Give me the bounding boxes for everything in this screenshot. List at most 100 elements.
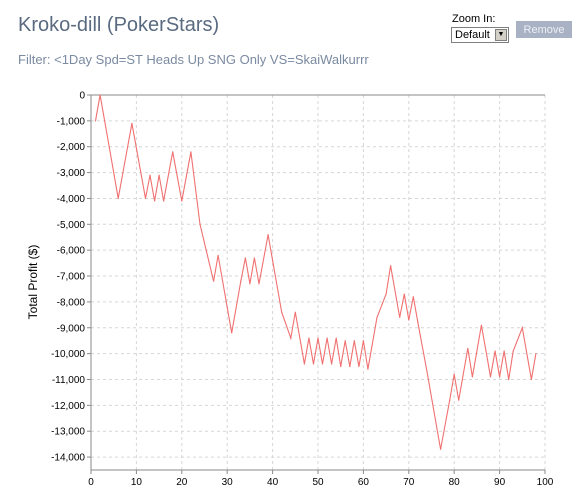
y-tick-label: -1,000 (57, 116, 86, 127)
y-tick-label: 0 (79, 91, 85, 102)
profit-data-point (353, 340, 355, 342)
profit-data-point (231, 332, 233, 334)
y-tick-label: -2,000 (57, 142, 86, 153)
chevron-down-icon[interactable]: ▼ (495, 29, 507, 41)
y-tick-label: -12,000 (51, 401, 85, 412)
filter-description: Filter: <1Day Spd=ST Heads Up SNG Only V… (18, 52, 369, 67)
x-tick-label: 30 (222, 477, 234, 488)
profit-data-point (326, 337, 328, 339)
profit-data-point (181, 200, 183, 202)
y-axis-label: Total Profit ($) (26, 245, 40, 320)
profit-data-point (385, 293, 387, 295)
profit-data-point (390, 265, 392, 267)
profit-data-point (308, 337, 310, 339)
x-tick-label: 0 (88, 477, 94, 488)
y-tick-label: -14,000 (51, 453, 85, 464)
y-tick-label: -8,000 (57, 297, 86, 308)
y-tick-label: -5,000 (57, 220, 86, 231)
profit-data-point (131, 122, 133, 125)
profit-data-point (358, 365, 360, 368)
profit-data-point (412, 296, 414, 298)
series-group (94, 94, 537, 450)
x-tick-label: 60 (358, 477, 370, 488)
page-title: Kroko-dill (PokerStars) (18, 14, 220, 36)
y-tick-label: -4,000 (57, 194, 86, 205)
profit-data-point (172, 151, 174, 153)
x-tick-label: 90 (494, 477, 506, 488)
profit-data-point (94, 120, 97, 122)
profit-data-point (521, 327, 523, 329)
profit-data-point (467, 347, 469, 350)
profit-data-point (303, 363, 305, 365)
profit-data-point (117, 197, 119, 200)
x-tick-label: 10 (131, 477, 143, 488)
profit-data-point (485, 350, 487, 352)
profit-data-point (449, 399, 451, 401)
x-axis-ticks: 0 10 20 30 40 50 60 70 80 90 100 (88, 470, 554, 488)
profit-data-point (376, 316, 378, 319)
x-tick-label: 70 (403, 477, 415, 488)
profit-data-point (158, 174, 160, 176)
y-tick-label: -10,000 (51, 349, 85, 360)
profit-data-point (535, 353, 537, 355)
profit-data-point (471, 376, 473, 378)
profit-data-point (408, 319, 410, 321)
profit-data-point (281, 311, 283, 313)
profit-data-point (226, 306, 228, 308)
profit-data-point (331, 363, 333, 365)
profit-data-point (199, 223, 201, 225)
profit-data-point (508, 378, 510, 381)
profit-data-point (417, 321, 419, 324)
profit-data-point (530, 378, 532, 381)
x-tick-label: 100 (537, 477, 554, 488)
x-tick-label: 40 (267, 477, 279, 488)
y-tick-label: -7,000 (57, 272, 86, 283)
profit-data-point (272, 259, 274, 262)
profit-data-point (439, 448, 442, 450)
zoom-label: Zoom In: (452, 13, 496, 25)
profit-data-point (399, 316, 401, 319)
x-tick-label: 80 (449, 477, 461, 488)
profit-data-point (321, 363, 324, 365)
profit-data-point (217, 254, 219, 256)
profit-data-point (240, 280, 242, 282)
y-tick-label: -11,000 (52, 375, 86, 386)
grid-lines (91, 95, 546, 470)
profit-data-point (426, 371, 428, 373)
profit-data-point (494, 350, 496, 352)
profit-data-point (163, 200, 165, 202)
profit-data-point (489, 376, 492, 378)
profit-data-point (253, 257, 256, 259)
profit-data-point (458, 399, 460, 401)
profit-data-point (290, 337, 292, 339)
profit-data-point (335, 337, 337, 339)
profit-data-point (503, 350, 505, 352)
y-tick-label: -13,000 (51, 427, 85, 438)
remove-button[interactable]: Remove (516, 21, 572, 38)
profit-data-point (340, 365, 342, 368)
profit-data-point (362, 340, 364, 342)
profit-data-point (403, 293, 405, 295)
profit-data-point (212, 280, 215, 282)
profit-data-point (258, 283, 260, 285)
profit-data-point (344, 340, 346, 342)
profit-data-point (153, 200, 156, 202)
profit-data-point (149, 174, 151, 176)
y-tick-label: -3,000 (57, 168, 86, 179)
x-tick-label: 50 (312, 477, 324, 488)
profit-data-point (99, 94, 101, 96)
profit-data-point (244, 257, 246, 259)
profit-data-point (144, 197, 147, 200)
x-tick-label: 20 (176, 477, 188, 488)
profit-data-point (367, 368, 369, 370)
profit-data-point (249, 283, 251, 285)
profit-data-point (453, 373, 455, 375)
zoom-select[interactable]: Default ▼ (451, 27, 509, 43)
y-axis-ticks: 0 -1,000 -2,000 -3,000 -4,000 -5,000 -6,000 -7,… (51, 91, 91, 464)
profit-data-point (190, 151, 192, 153)
profit-data-point (294, 311, 296, 313)
profit-data-point (349, 365, 351, 368)
profit-data-point (499, 376, 501, 378)
profit-data-point (480, 324, 483, 326)
